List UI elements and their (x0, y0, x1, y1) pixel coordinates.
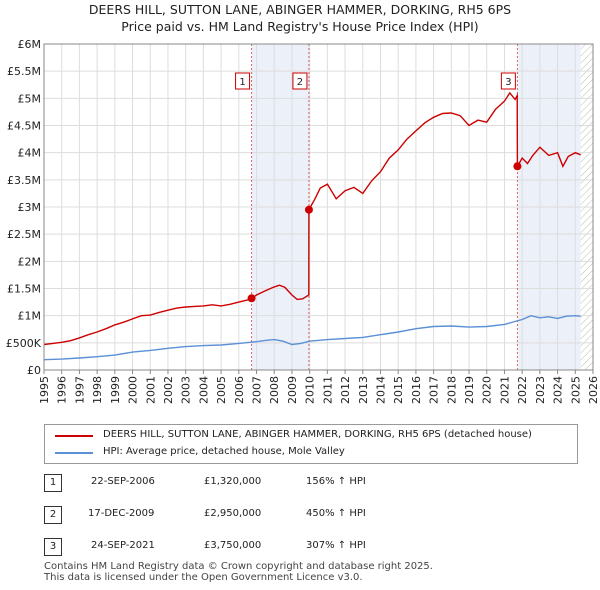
sale-number-label: 3 (505, 77, 511, 88)
y-tick-label: £500K (6, 337, 42, 350)
transaction-date: 22-SEP-2006 (91, 476, 155, 487)
sale-point (304, 205, 313, 214)
legend-item-hpi: HPI: Average price, detached house, Mole… (45, 445, 575, 461)
x-tick-label: 2015 (392, 376, 405, 404)
sale-point (513, 162, 522, 171)
x-tick-label: 1997 (73, 376, 86, 404)
x-tick-label: 1999 (109, 376, 122, 404)
y-tick-label: £4M (18, 147, 42, 160)
y-tick-label: £1.5M (7, 283, 41, 296)
price-chart: 1 2 3 £0 £500K £1M £1.5M £2M £2.5M £3M £3.5M £4M £4.… (6, 38, 600, 404)
transaction-marker: 2 (44, 506, 62, 524)
x-tick-label: 1995 (38, 376, 51, 404)
legend: DEERS HILL, SUTTON LANE, ABINGER HAMMER,… (44, 424, 578, 464)
y-tick-label: £3.5M (7, 174, 41, 187)
sale-number-label: 2 (297, 77, 303, 88)
x-tick-label: 1996 (56, 376, 69, 404)
chart-subtitle: Price paid vs. HM Land Registry's House … (121, 19, 479, 34)
transaction-price: £3,750,000 (204, 540, 262, 551)
x-tick-label: 2004 (197, 376, 210, 404)
table-row: 3 24-SEP-2021 £3,750,000 307% ↑ HPI (44, 538, 584, 556)
x-tick-label: 2005 (215, 376, 228, 404)
transactions-table: 1 22-SEP-2006 £1,320,000 156% ↑ HPI 2 17… (44, 474, 584, 558)
x-tick-label: 1998 (91, 376, 104, 404)
table-row: 2 17-DEC-2009 £2,950,000 450% ↑ HPI (44, 506, 584, 524)
plot-frame (43, 43, 594, 371)
x-tick-label: 2010 (304, 376, 317, 404)
transaction-marker: 1 (44, 474, 62, 492)
x-tick-label: 2008 (268, 376, 281, 404)
footer-copyright: Contains HM Land Registry data © Crown c… (44, 561, 433, 572)
y-tick-label: £6M (18, 38, 42, 51)
sale-number-box (235, 72, 251, 90)
y-tick-label: £3M (18, 201, 42, 214)
sale-number-box (500, 72, 516, 90)
x-tick-label: 2003 (180, 376, 193, 404)
y-tick-label: £2M (18, 255, 42, 268)
table-row: 1 22-SEP-2006 £1,320,000 156% ↑ HPI (44, 474, 584, 492)
x-tick-label: 2024 (552, 376, 565, 404)
x-tick-label: 2007 (251, 376, 264, 404)
chart-title: DEERS HILL, SUTTON LANE, ABINGER HAMMER,… (88, 2, 512, 17)
hpi-series-line (43, 314, 581, 361)
transaction-marker: 3 (44, 538, 62, 556)
x-tick-label: 2017 (428, 376, 441, 404)
x-tick-label: 2012 (339, 376, 352, 404)
footer: Contains HM Land Registry data © Crown c… (44, 561, 433, 583)
x-tick-label: 2026 (587, 376, 600, 404)
transaction-price: £1,320,000 (204, 476, 262, 487)
legend-swatch-hpi (55, 452, 93, 454)
x-tick-label: 2020 (481, 376, 494, 404)
x-tick-label: 2016 (410, 376, 423, 404)
y-tick-label: £2.5M (7, 228, 41, 241)
property-series-line (43, 91, 581, 346)
x-tick-label: 2025 (569, 376, 582, 404)
x-tick-label: 2000 (127, 376, 140, 404)
legend-swatch-property (55, 435, 93, 437)
y-tick-label: £0 (27, 364, 41, 377)
y-tick-label: £1M (18, 310, 42, 323)
x-tick-label: 2006 (233, 376, 246, 404)
x-tick-label: 2001 (144, 376, 157, 404)
x-tick-label: 2002 (162, 376, 175, 404)
legend-label-hpi: HPI: Average price, detached house, Mole… (103, 446, 345, 457)
x-tick-label: 2021 (498, 376, 511, 404)
sale-point (247, 294, 256, 303)
sale-number-box (292, 72, 308, 90)
transaction-hpi: 156% ↑ HPI (306, 476, 366, 487)
x-tick-label: 2011 (321, 376, 334, 404)
y-tick-label: £4.5M (7, 120, 41, 133)
x-tick-label: 2023 (534, 376, 547, 404)
x-tick-label: 2013 (357, 376, 370, 404)
transaction-date: 17-DEC-2009 (88, 508, 155, 519)
x-tick-label: 2018 (445, 376, 458, 404)
transaction-price: £2,950,000 (204, 508, 262, 519)
x-tick-label: 2014 (374, 376, 387, 404)
legend-item-property: DEERS HILL, SUTTON LANE, ABINGER HAMMER,… (45, 428, 575, 444)
x-tick-label: 2022 (516, 376, 529, 404)
x-tick-label: 2009 (286, 376, 299, 404)
footer-license: This data is licensed under the Open Gov… (44, 572, 363, 583)
y-tick-label: £5.5M (7, 65, 41, 78)
transaction-hpi: 450% ↑ HPI (306, 508, 366, 519)
transaction-hpi: 307% ↑ HPI (306, 540, 366, 551)
legend-label-property: DEERS HILL, SUTTON LANE, ABINGER HAMMER,… (103, 429, 532, 440)
y-tick-label: £5M (18, 92, 42, 105)
x-tick-label: 2019 (463, 376, 476, 404)
transaction-date: 24-SEP-2021 (91, 540, 155, 551)
sale-number-label: 1 (239, 77, 245, 88)
